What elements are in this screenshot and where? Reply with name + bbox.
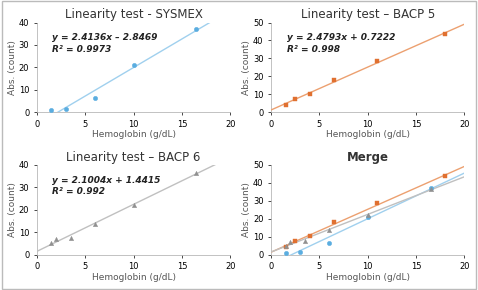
- Text: y = 2.1004x + 1.4415: y = 2.1004x + 1.4415: [53, 176, 161, 185]
- Point: [441, 174, 449, 179]
- Point: [193, 27, 200, 32]
- Point: [282, 251, 290, 255]
- Point: [301, 239, 309, 244]
- Point: [330, 220, 338, 224]
- Y-axis label: Abs. (count): Abs. (count): [8, 40, 17, 95]
- Point: [364, 215, 371, 219]
- Point: [48, 241, 55, 246]
- Point: [364, 213, 371, 218]
- Y-axis label: Abs. (count): Abs. (count): [242, 40, 251, 95]
- Point: [282, 243, 290, 248]
- X-axis label: Hemoglobin (g/dL): Hemoglobin (g/dL): [92, 130, 175, 139]
- Text: R² = 0.992: R² = 0.992: [53, 187, 106, 196]
- Point: [427, 186, 435, 191]
- Title: Linearity test – BACP 5: Linearity test – BACP 5: [301, 8, 435, 21]
- X-axis label: Hemoglobin (g/dL): Hemoglobin (g/dL): [326, 273, 410, 282]
- X-axis label: Hemoglobin (g/dL): Hemoglobin (g/dL): [92, 273, 175, 282]
- Y-axis label: Abs. (count): Abs. (count): [242, 182, 251, 237]
- Point: [48, 108, 55, 113]
- Point: [67, 235, 75, 240]
- Point: [53, 237, 60, 241]
- Point: [326, 228, 333, 233]
- Point: [91, 95, 99, 100]
- Title: Linearity test – BACP 6: Linearity test – BACP 6: [66, 151, 201, 164]
- Point: [130, 203, 138, 208]
- Text: y = 2.4793x + 0.7222: y = 2.4793x + 0.7222: [287, 33, 395, 42]
- Point: [62, 107, 70, 111]
- Point: [330, 78, 338, 82]
- Point: [193, 170, 200, 175]
- Point: [91, 222, 99, 226]
- Point: [130, 63, 138, 68]
- Point: [427, 187, 435, 191]
- Point: [306, 91, 314, 96]
- Text: R² = 0.998: R² = 0.998: [287, 45, 339, 54]
- Point: [287, 240, 294, 244]
- Point: [282, 245, 290, 250]
- Point: [326, 241, 333, 245]
- Title: Linearity test - SYSMEX: Linearity test - SYSMEX: [65, 8, 203, 21]
- Point: [292, 239, 299, 244]
- X-axis label: Hemoglobin (g/dL): Hemoglobin (g/dL): [326, 130, 410, 139]
- Text: R² = 0.9973: R² = 0.9973: [53, 45, 112, 54]
- Point: [296, 250, 304, 254]
- Y-axis label: Abs. (count): Abs. (count): [8, 182, 17, 237]
- Point: [306, 233, 314, 238]
- Text: y = 2.4136x – 2.8469: y = 2.4136x – 2.8469: [53, 33, 158, 42]
- Point: [282, 103, 290, 108]
- Point: [441, 32, 449, 37]
- Point: [374, 201, 381, 206]
- Point: [374, 59, 381, 64]
- Point: [292, 97, 299, 101]
- Title: Merge: Merge: [347, 151, 389, 164]
